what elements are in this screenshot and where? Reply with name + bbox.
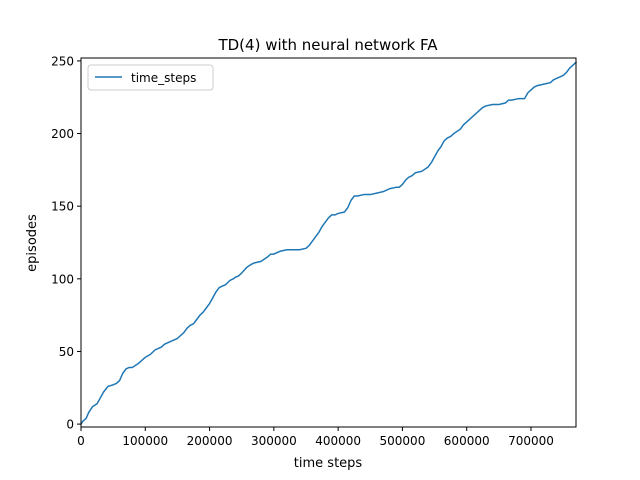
legend-entry-label: time_steps <box>131 71 196 85</box>
x-tick-label: 100000 <box>122 434 168 448</box>
axes-frame <box>80 57 577 428</box>
legend: time_steps <box>87 64 214 91</box>
x-tick-label: 500000 <box>380 434 426 448</box>
plot-area: 0 100000 200000 300000 400000 500000 600000 700… <box>51 54 578 448</box>
y-tick-label: 100 <box>51 272 74 286</box>
y-tick-label: 250 <box>51 54 74 68</box>
y-tick-label: 50 <box>59 345 74 359</box>
x-tick-label: 400000 <box>315 434 361 448</box>
legend-box <box>87 64 214 91</box>
y-tick-label: 150 <box>51 200 74 214</box>
x-tick-label: 200000 <box>187 434 233 448</box>
x-tick-label: 300000 <box>251 434 297 448</box>
x-tick-label: 0 <box>77 434 85 448</box>
chart-title: TD(4) with neural network FA <box>217 36 438 54</box>
y-tick-label: 200 <box>51 127 74 141</box>
x-tick-label: 700000 <box>508 434 554 448</box>
x-axis-label: time steps <box>294 456 363 471</box>
x-tick-label: 600000 <box>444 434 490 448</box>
y-tick-label: 0 <box>66 418 74 432</box>
y-axis-label: episodes <box>25 214 40 272</box>
series-line-time_steps <box>79 61 578 426</box>
